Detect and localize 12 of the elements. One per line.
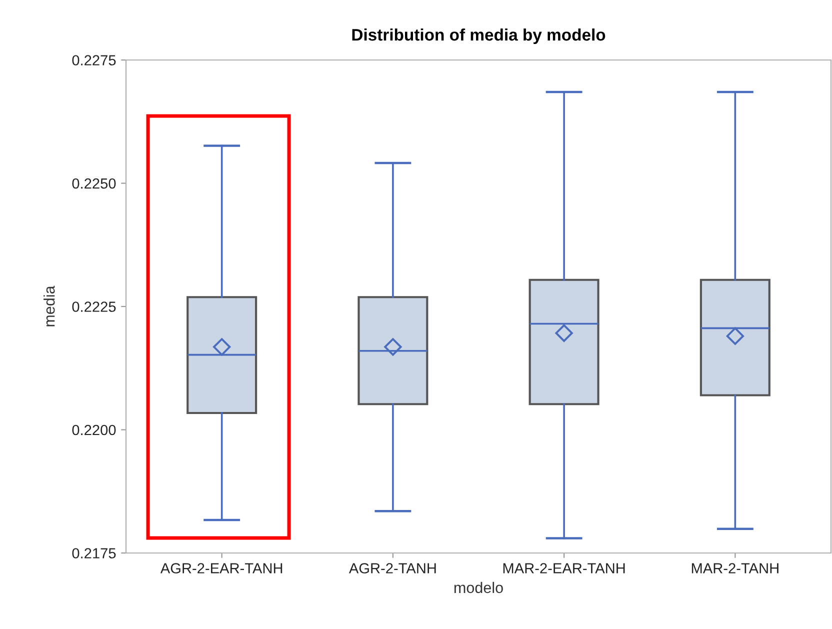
x-tick-label: AGR-2-TANH [348,563,436,574]
x-tick-label: MAR-2-TANH [692,563,778,574]
y-tick-label: 0.2200 [72,424,116,436]
y-tick-label: 0.2275 [72,55,116,66]
x-axis-title: modelo [454,582,503,594]
x-tick-label: AGR-2-EAR-TANH [160,563,282,574]
y-tick-label: 0.2175 [72,548,116,558]
y-axis-title: media [44,286,55,326]
y-tick-label: 0.2250 [72,178,116,189]
y-tick-label: 0.2225 [72,302,116,312]
x-tick-label: MAR-2-EAR-TANH [503,563,625,574]
chart-title: Distribution of media by modelo [352,28,606,44]
